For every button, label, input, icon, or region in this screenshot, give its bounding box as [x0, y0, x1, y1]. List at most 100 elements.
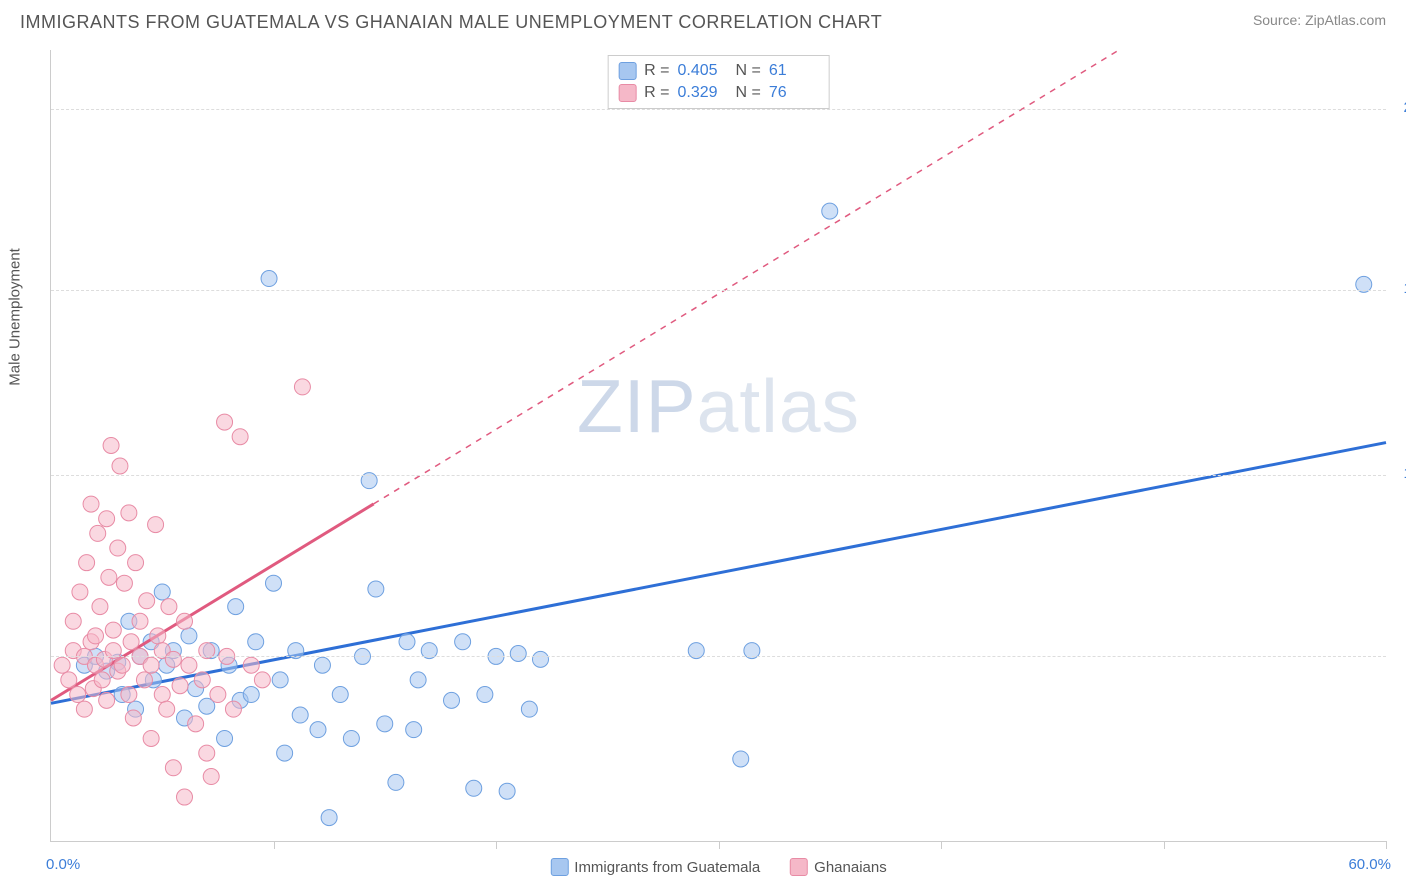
data-point-guatemala — [228, 599, 244, 615]
data-point-ghanaians — [217, 414, 233, 430]
data-point-ghanaians — [232, 429, 248, 445]
data-point-ghanaians — [92, 599, 108, 615]
series-legend: Immigrants from Guatemala Ghanaians — [550, 858, 886, 876]
trend-line-ghanaians-dashed — [374, 50, 1119, 504]
legend-correlation-row: R =0.405N =61 — [618, 60, 819, 82]
gridline — [51, 109, 1386, 110]
x-tick — [1164, 841, 1165, 849]
x-tick — [941, 841, 942, 849]
data-point-guatemala — [533, 651, 549, 667]
data-point-guatemala — [477, 687, 493, 703]
source-attribution: Source: ZipAtlas.com — [1253, 12, 1386, 28]
data-point-ghanaians — [123, 634, 139, 650]
data-point-ghanaians — [61, 672, 77, 688]
legend-correlation-row: R =0.329N =76 — [618, 82, 819, 104]
data-point-ghanaians — [76, 701, 92, 717]
data-point-ghanaians — [188, 716, 204, 732]
data-point-guatemala — [410, 672, 426, 688]
data-point-ghanaians — [210, 687, 226, 703]
data-point-guatemala — [399, 634, 415, 650]
r-label: R = — [644, 84, 669, 102]
data-point-ghanaians — [99, 511, 115, 527]
data-point-ghanaians — [110, 540, 126, 556]
n-value: 76 — [769, 84, 819, 102]
data-point-ghanaians — [172, 678, 188, 694]
x-tick — [496, 841, 497, 849]
gridline — [51, 475, 1386, 476]
data-point-ghanaians — [121, 505, 137, 521]
legend-label: Ghanaians — [814, 859, 887, 876]
gridline — [51, 656, 1386, 657]
legend-swatch — [550, 858, 568, 876]
data-point-ghanaians — [143, 657, 159, 673]
data-point-guatemala — [310, 722, 326, 738]
data-point-guatemala — [377, 716, 393, 732]
data-point-ghanaians — [165, 651, 181, 667]
data-point-ghanaians — [88, 628, 104, 644]
correlation-legend: R =0.405N =61R =0.329N =76 — [607, 55, 830, 109]
data-point-ghanaians — [136, 672, 152, 688]
data-point-ghanaians — [105, 622, 121, 638]
data-point-ghanaians — [72, 584, 88, 600]
data-point-ghanaians — [194, 672, 210, 688]
data-point-ghanaians — [199, 745, 215, 761]
chart-title: IMMIGRANTS FROM GUATEMALA VS GHANAIAN MA… — [20, 12, 882, 33]
data-point-ghanaians — [159, 701, 175, 717]
data-point-guatemala — [368, 581, 384, 597]
data-point-ghanaians — [101, 569, 117, 585]
data-point-ghanaians — [94, 672, 110, 688]
legend-swatch — [790, 858, 808, 876]
data-point-guatemala — [266, 575, 282, 591]
data-point-ghanaians — [243, 657, 259, 673]
data-point-guatemala — [406, 722, 422, 738]
r-label: R = — [644, 62, 669, 80]
data-point-ghanaians — [132, 613, 148, 629]
legend-swatch — [618, 62, 636, 80]
data-point-guatemala — [261, 271, 277, 287]
data-point-ghanaians — [203, 769, 219, 785]
n-value: 61 — [769, 62, 819, 80]
data-point-ghanaians — [165, 760, 181, 776]
x-tick — [274, 841, 275, 849]
data-point-ghanaians — [125, 710, 141, 726]
data-point-guatemala — [332, 687, 348, 703]
data-point-guatemala — [444, 692, 460, 708]
data-point-guatemala — [733, 751, 749, 767]
data-point-ghanaians — [121, 687, 137, 703]
data-point-guatemala — [822, 203, 838, 219]
data-point-ghanaians — [177, 613, 193, 629]
data-point-ghanaians — [114, 657, 130, 673]
r-value: 0.405 — [678, 62, 728, 80]
gridline — [51, 290, 1386, 291]
data-point-ghanaians — [70, 687, 86, 703]
data-point-ghanaians — [116, 575, 132, 591]
data-point-ghanaians — [79, 555, 95, 571]
data-point-ghanaians — [294, 379, 310, 395]
data-point-ghanaians — [99, 692, 115, 708]
data-point-guatemala — [217, 730, 233, 746]
data-point-guatemala — [154, 584, 170, 600]
data-point-ghanaians — [161, 599, 177, 615]
data-point-guatemala — [343, 730, 359, 746]
x-tick — [1386, 841, 1387, 849]
data-point-guatemala — [455, 634, 471, 650]
data-point-ghanaians — [83, 496, 99, 512]
data-point-guatemala — [510, 646, 526, 662]
legend-item: Immigrants from Guatemala — [550, 858, 760, 876]
data-point-ghanaians — [128, 555, 144, 571]
data-point-ghanaians — [65, 613, 81, 629]
data-point-ghanaians — [154, 687, 170, 703]
data-point-guatemala — [388, 774, 404, 790]
y-axis-label: Male Unemployment — [7, 248, 24, 386]
data-point-guatemala — [181, 628, 197, 644]
legend-item: Ghanaians — [790, 858, 887, 876]
data-point-guatemala — [321, 810, 337, 826]
data-point-guatemala — [521, 701, 537, 717]
data-point-ghanaians — [112, 458, 128, 474]
scatter-svg — [51, 50, 1386, 841]
data-point-guatemala — [248, 634, 264, 650]
data-point-ghanaians — [148, 517, 164, 533]
data-point-guatemala — [272, 672, 288, 688]
data-point-guatemala — [466, 780, 482, 796]
data-point-guatemala — [499, 783, 515, 799]
